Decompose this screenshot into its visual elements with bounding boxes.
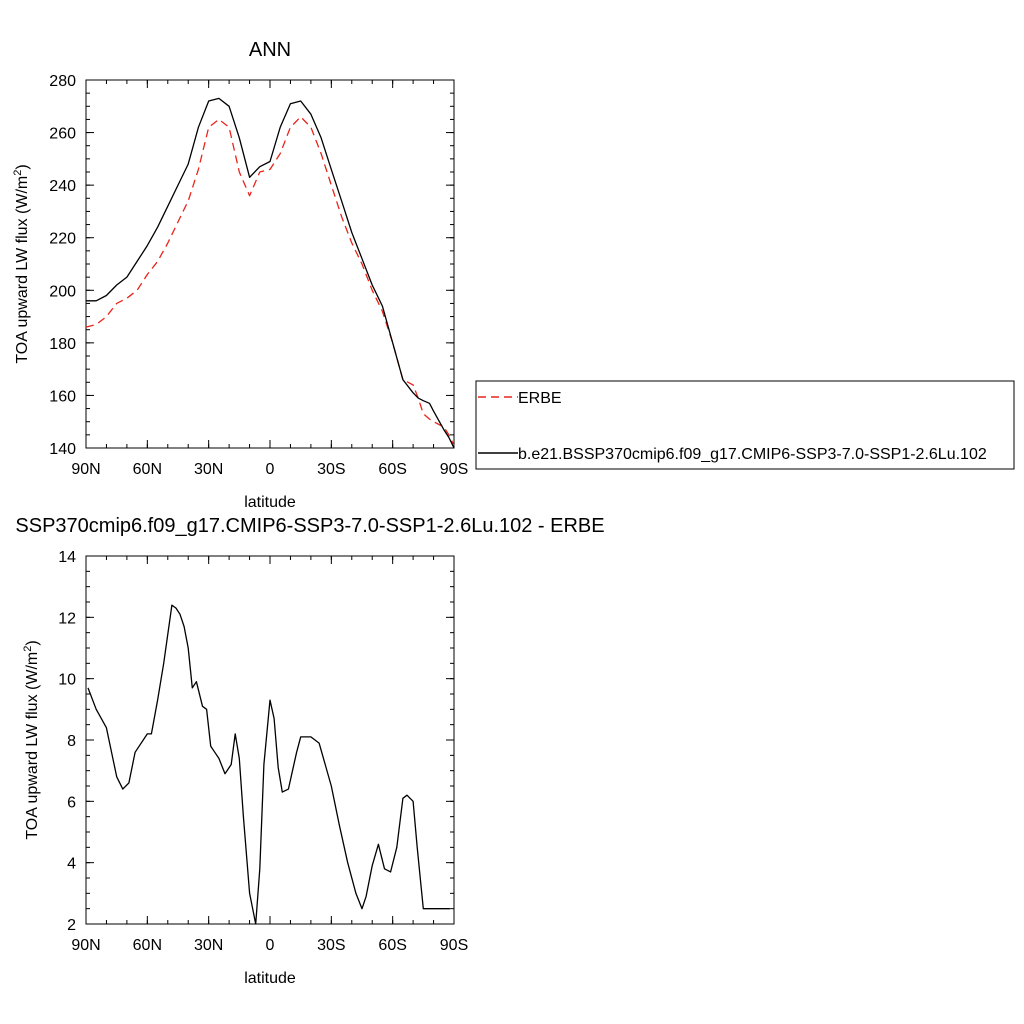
y-tick-label: 240 [49,178,76,195]
chart-top-series [85,97,455,449]
chart-bottom-y-axis-label: TOA upward LW flux (W/m2) [22,640,41,839]
legend-box [475,380,1015,470]
legend-label-model: b.e21.BSSP370cmip6.f09_g17.CMIP6-SSP3-7.… [518,446,987,463]
y-tick-label: 6 [67,794,76,811]
chart-top-y-axis-label-close: ) [14,164,31,169]
chart-top-legend: ERBE b.e21.BSSP370cmip6.f09_g17.CMIP6-SS… [475,380,1015,470]
x-tick-label: 90N [71,937,100,954]
chart-top-x-axis-label: latitude [244,494,296,511]
chart-bottom-plot-frame [85,555,455,925]
x-tick-label: 60N [133,461,162,478]
legend-label-erbe: ERBE [518,390,562,407]
chart-bottom-title: SSP370cmip6.f09_g17.CMIP6-SSP3-7.0-SSP1-… [15,515,604,537]
chart-top-y-axis-label-sup: 2 [12,170,24,176]
x-tick-label: 0 [266,461,275,478]
chart-top-y-axis-label-text: TOA upward LW flux (W/m [14,176,31,364]
x-tick-label: 90S [440,461,468,478]
chart-bottom-y-axis-label-text: TOA upward LW flux (W/m [24,652,41,840]
y-tick-label: 10 [58,672,76,689]
chart-top-y-axis-label: TOA upward LW flux (W/m2) [12,164,31,363]
x-tick-label: 60N [133,937,162,954]
chart-bottom-series [87,604,450,925]
series-line-1-0 [87,604,450,925]
chart-top-title: ANN [249,39,291,61]
y-tick-label: 4 [67,856,76,873]
x-tick-label: 30S [317,937,345,954]
y-tick-label: 180 [49,336,76,353]
chart-bottom-y-axis-label-sup: 2 [22,646,34,652]
chart-bottom: SSP370cmip6.f09_g17.CMIP6-SSP3-7.0-SSP1-… [15,515,604,987]
y-tick-label: 14 [58,549,76,566]
x-tick-label: 60S [378,461,406,478]
x-tick-label: 60S [378,937,406,954]
x-tick-label: 90S [440,937,468,954]
chart-bottom-x-axis-label: latitude [244,970,296,987]
chart-bottom-axes: 90N 60N 30N 0 30S 60S 90S 2 4 6 8 10 12 14 [58,549,468,954]
x-tick-label: 30N [194,461,223,478]
y-tick-label: 260 [49,126,76,143]
y-tick-label: 2 [67,917,76,934]
x-tick-label: 30S [317,461,345,478]
series-line-0-1 [86,97,455,449]
y-tick-label: 12 [58,610,76,627]
y-tick-label: 200 [49,283,76,300]
x-tick-label: 0 [266,937,275,954]
x-tick-label: 30N [194,937,223,954]
y-tick-label: 220 [49,231,76,248]
y-tick-label: 160 [49,388,76,405]
chart-top: ANN 90N 60N 30N 0 30S 60S 90S 140 160 180 200 220 24… [12,39,1015,511]
y-tick-label: 280 [49,73,76,90]
chart-top-axes: 90N 60N 30N 0 30S 60S 90S 140 160 180 200 220 240 260… [49,73,468,478]
y-tick-label: 8 [67,733,76,750]
y-tick-label: 140 [49,441,76,458]
x-tick-label: 90N [71,461,100,478]
chart-bottom-y-axis-label-close: ) [24,640,41,645]
chart-top-plot-frame [85,79,455,449]
series-line-0-0 [85,116,455,446]
